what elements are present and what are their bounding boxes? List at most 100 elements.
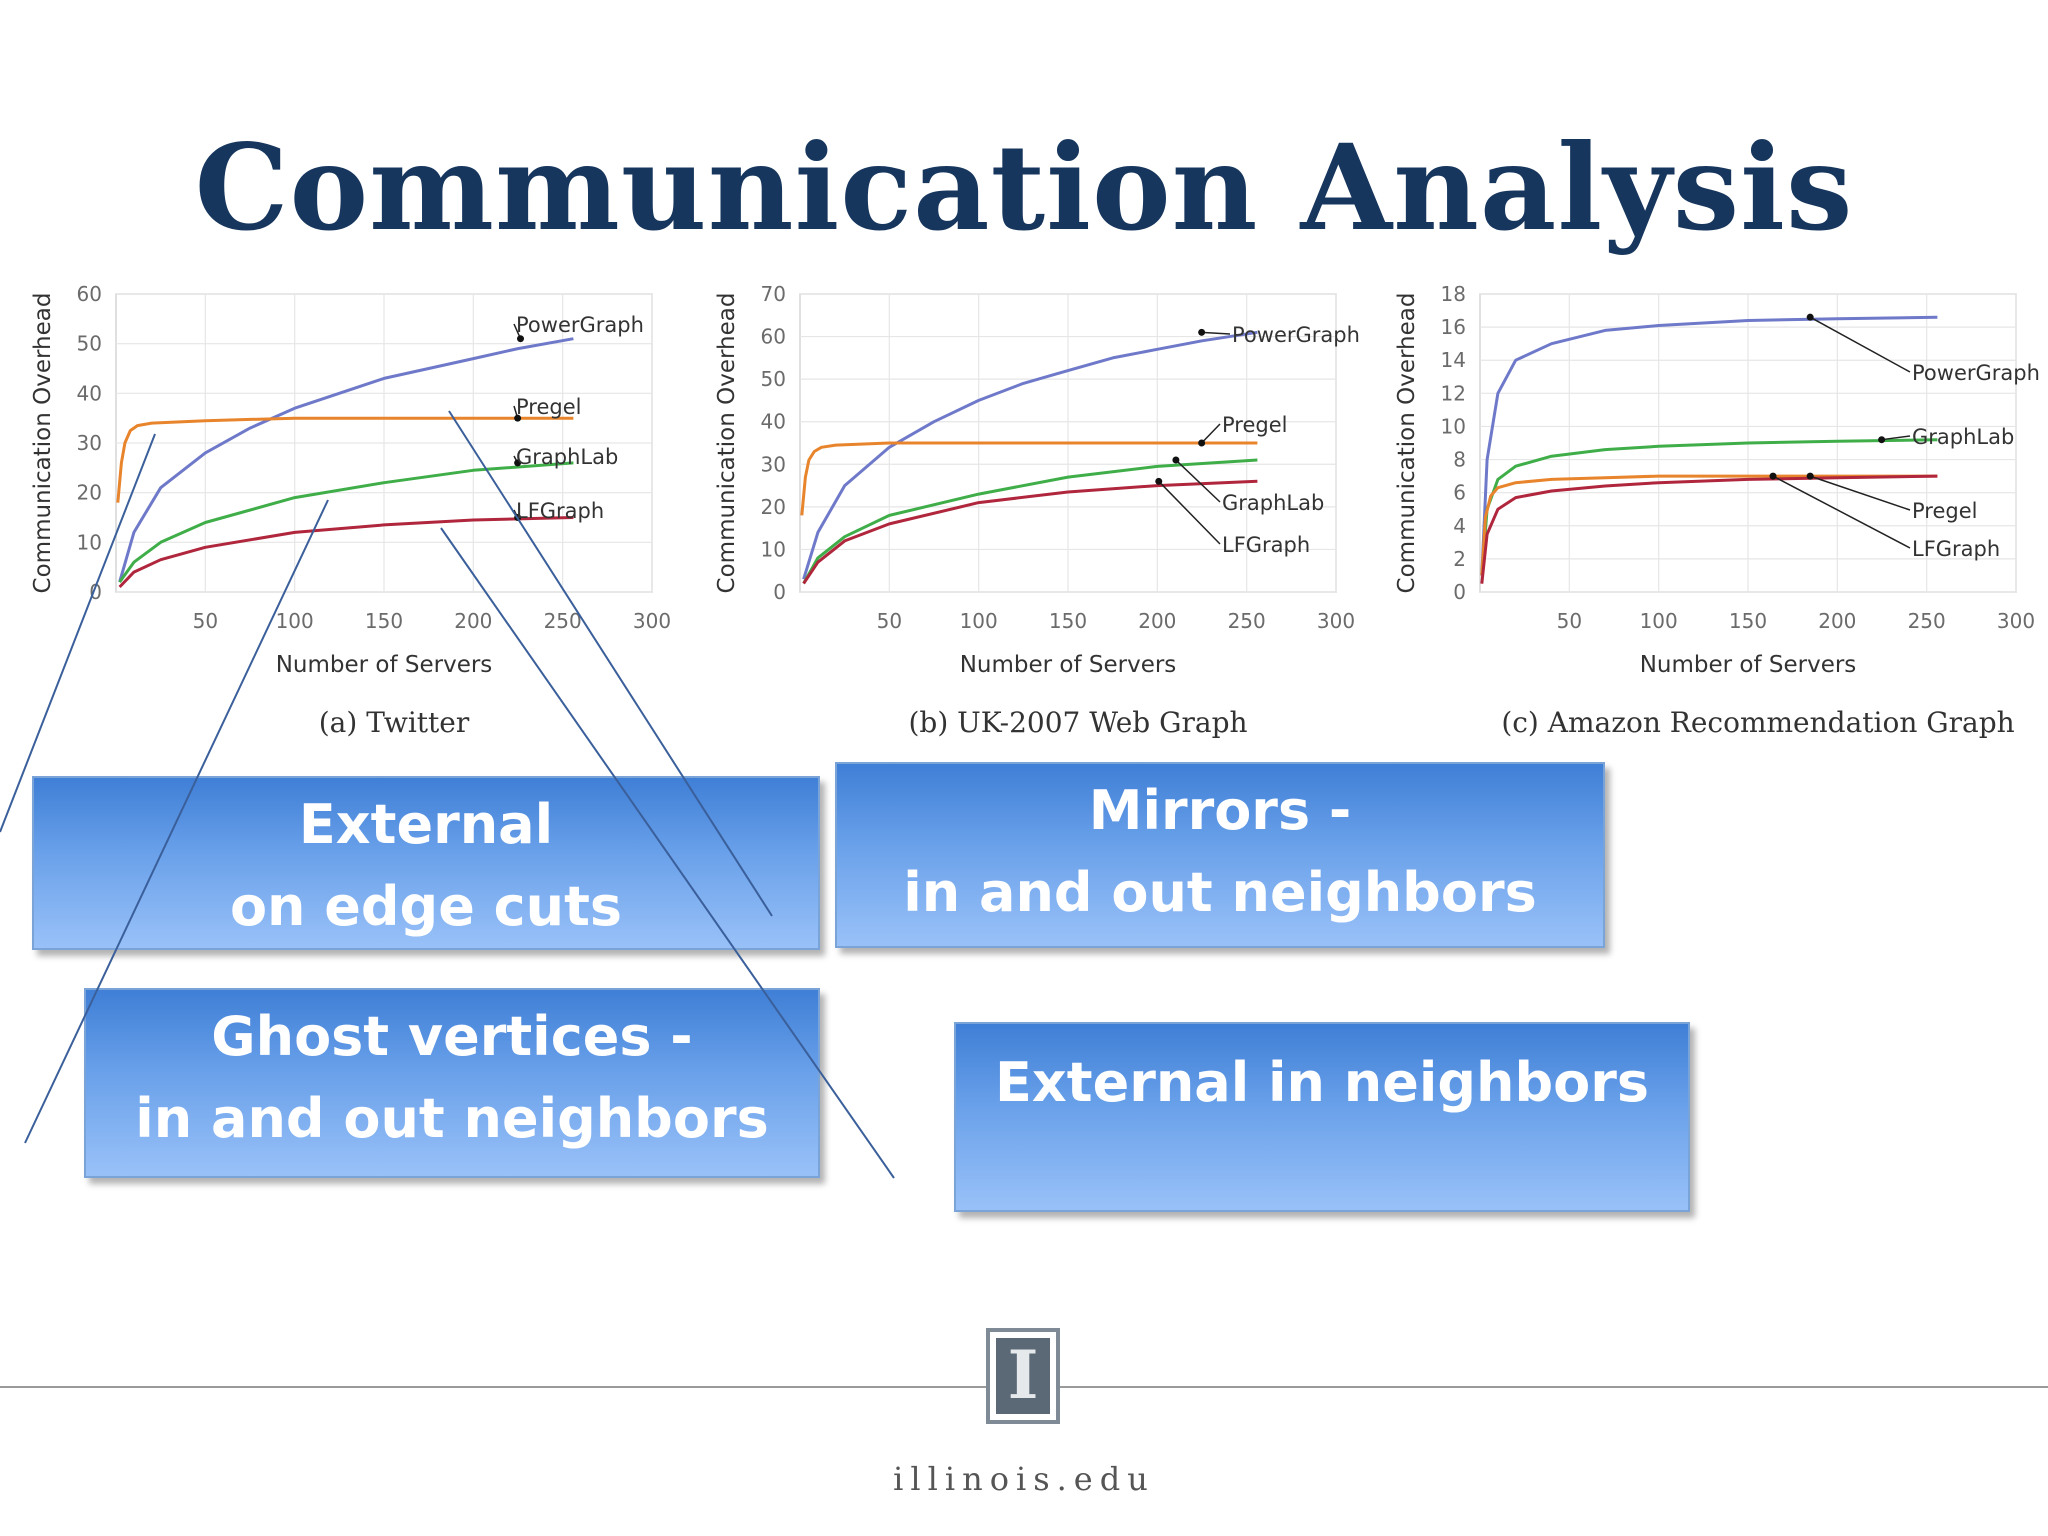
x-tick-label: 50 — [877, 609, 902, 633]
series-label-graphlab: GraphLab — [516, 445, 618, 469]
annotation-arrow — [1772, 475, 1911, 549]
y-tick-label: 60 — [761, 325, 786, 349]
y-tick-label: 4 — [1453, 514, 1466, 538]
y-tick-label: 18 — [1441, 282, 1466, 306]
series-label-powergraph: PowerGraph — [1232, 323, 1360, 347]
chart-uk-2007: 50 100 150 200 250 300 0 10 20 30 40 50 60 70 Number o… — [684, 280, 1368, 760]
annotation-arrowhead — [517, 335, 525, 343]
series-line-powergraph — [1480, 315, 1938, 576]
annotation-arrowhead — [1806, 313, 1814, 321]
y-axis-title: Communication Overhead — [30, 293, 56, 594]
callout-mirrors: Mirrors - in and out neighbors — [835, 762, 1605, 948]
series-label-pregel: Pregel — [516, 395, 581, 419]
callout-ghost-vertices: Ghost vertices - in and out neighbors — [84, 988, 820, 1178]
x-tick-label: 300 — [1997, 609, 2035, 633]
annotation-arrowhead — [1172, 456, 1180, 464]
y-tick-label: 20 — [761, 495, 786, 519]
annotation-arrow — [1158, 480, 1221, 545]
callout-line: Mirrors - — [1088, 779, 1352, 842]
y-tick-label: 70 — [761, 282, 786, 306]
y-tick-label: 50 — [77, 332, 102, 356]
x-tick-label: 150 — [1729, 609, 1767, 633]
x-tick-label: 100 — [1640, 609, 1678, 633]
callout-line: External — [298, 793, 554, 856]
y-tick-label: 20 — [77, 481, 102, 505]
y-axis-title: Communication Overhead — [714, 293, 740, 594]
y-tick-label: 2 — [1453, 547, 1466, 571]
y-tick-label: 8 — [1453, 448, 1466, 472]
x-tick-label: 300 — [1317, 609, 1355, 633]
y-tick-label: 40 — [761, 410, 786, 434]
y-tick-label: 30 — [761, 452, 786, 476]
callout-external-edge-cuts: External on edge cuts — [32, 776, 820, 950]
university-logo: I — [986, 1328, 1060, 1424]
logo-block: I — [996, 1338, 1050, 1414]
callout-line: External in neighbors — [995, 1051, 1649, 1114]
y-tick-label: 0 — [89, 580, 102, 604]
x-tick-label: 250 — [1908, 609, 1946, 633]
annotation-arrowhead — [1806, 472, 1814, 480]
y-tick-label: 12 — [1441, 381, 1466, 405]
x-tick-label: 200 — [1818, 609, 1856, 633]
x-tick-label: 150 — [365, 609, 403, 633]
series-label-pregel: Pregel — [1222, 413, 1287, 437]
footer-url: illinois.edu — [893, 1460, 1155, 1498]
chart-amazon: 50 100 150 200 250 300 0 2 4 6 8 10 12 14 16 18 Number o… — [1364, 280, 2048, 760]
series-label-powergraph: PowerGraph — [516, 313, 644, 337]
series-label-lfgraph: LFGraph — [516, 499, 604, 523]
annotation-arrowhead — [1769, 472, 1777, 480]
chart-amazon-svg: 50 100 150 200 250 300 0 2 4 6 8 10 12 14 16 18 Number o… — [1394, 282, 2040, 739]
chart-caption: (c) Amazon Recommendation Graph — [1501, 706, 2014, 739]
series-label-powergraph: PowerGraph — [1912, 361, 2040, 385]
x-tick-label: 200 — [454, 609, 492, 633]
callout-line: on edge cuts — [229, 875, 623, 938]
callout-line: in and out neighbors — [135, 1087, 769, 1150]
chart-uk-2007-svg: 50 100 150 200 250 300 0 10 20 30 40 50 60 70 Number o… — [714, 282, 1360, 739]
x-axis-title: Number of Servers — [276, 652, 493, 678]
callout-line: Ghost vertices - — [211, 1005, 693, 1068]
y-tick-label: 10 — [77, 530, 102, 554]
annotation-arrow — [1881, 435, 1911, 441]
annotation-arrowhead — [1198, 328, 1206, 336]
series-label-graphlab: GraphLab — [1912, 425, 2014, 449]
y-tick-label: 0 — [773, 580, 786, 604]
y-tick-label: 30 — [77, 431, 102, 455]
annotation-arrow — [1809, 475, 1911, 511]
x-tick-label: 150 — [1049, 609, 1087, 633]
x-axis-title: Number of Servers — [960, 652, 1177, 678]
x-tick-label: 100 — [276, 609, 314, 633]
series-label-lfgraph: LFGraph — [1222, 533, 1310, 557]
chart-twitter: 50 100 150 200 250 300 0 10 20 30 40 50 60 Number of … — [0, 280, 684, 760]
y-tick-label: 0 — [1453, 580, 1466, 604]
chart-caption: (a) Twitter — [319, 706, 470, 739]
callout-line: in and out neighbors — [903, 861, 1537, 924]
series-line-powergraph — [118, 337, 574, 583]
annotation-arrow — [1809, 316, 1911, 373]
annotation-arrowhead — [1878, 436, 1886, 444]
annotation-arrowhead — [1198, 439, 1206, 447]
x-tick-label: 100 — [960, 609, 998, 633]
series-line-pregel — [800, 441, 1258, 516]
series-label-pregel: Pregel — [1912, 499, 1977, 523]
x-tick-label: 50 — [1557, 609, 1582, 633]
x-tick-label: 250 — [1228, 609, 1266, 633]
series-label-graphlab: GraphLab — [1222, 491, 1324, 515]
y-tick-label: 10 — [761, 537, 786, 561]
chart-twitter-svg: 50 100 150 200 250 300 0 10 20 30 40 50 60 Number of … — [30, 282, 671, 739]
slide-title: Communication Analysis — [194, 118, 1854, 257]
series-label-lfgraph: LFGraph — [1912, 537, 2000, 561]
x-axis-title: Number of Servers — [1640, 652, 1857, 678]
logo-letter: I — [1007, 1336, 1039, 1414]
series-line-pregel — [1480, 474, 1938, 576]
x-tick-label: 50 — [193, 609, 218, 633]
x-tick-label: 200 — [1138, 609, 1176, 633]
annotation-arrowhead — [1155, 477, 1163, 485]
x-tick-label: 250 — [544, 609, 582, 633]
x-tick-label: 300 — [633, 609, 671, 633]
y-tick-label: 60 — [77, 282, 102, 306]
y-tick-label: 40 — [77, 381, 102, 405]
chart-caption: (b) UK-2007 Web Graph — [908, 706, 1247, 739]
series-line-lfgraph — [1480, 474, 1938, 584]
y-tick-label: 10 — [1441, 414, 1466, 438]
y-tick-label: 16 — [1441, 315, 1466, 339]
